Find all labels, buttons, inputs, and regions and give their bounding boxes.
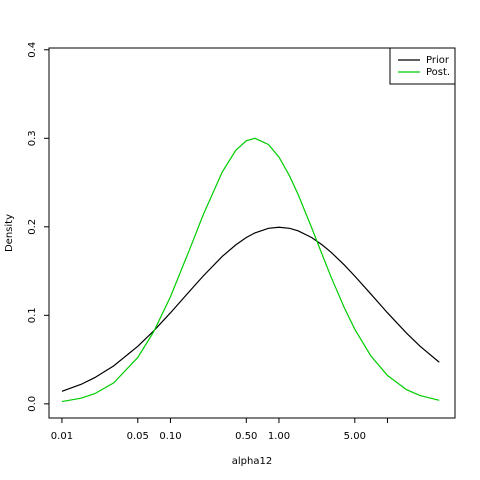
- y-tick-label: 0.1: [27, 307, 38, 323]
- x-tick-label: 0.05: [127, 431, 149, 442]
- legend-box: [389, 47, 456, 85]
- line-series: [61, 226, 440, 392]
- legend-label: Prior: [426, 55, 450, 66]
- plot-frame: [48, 47, 456, 419]
- x-tick-label: 1.00: [268, 431, 290, 442]
- x-tick-label: 0.50: [235, 431, 257, 442]
- y-tick-label: 0.2: [27, 219, 38, 235]
- y-axis-label: Density: [4, 214, 15, 252]
- x-tick-label: 0.01: [51, 431, 73, 442]
- line-series: [61, 137, 440, 403]
- x-tick-label: 0.10: [159, 431, 181, 442]
- y-tick-label: 0.3: [27, 130, 38, 146]
- y-tick-label: 0.0: [27, 396, 38, 412]
- x-axis-label: alpha12: [232, 456, 272, 467]
- x-tick-label: 5.00: [344, 431, 366, 442]
- y-tick-label: 0.4: [27, 42, 38, 58]
- legend-label: Post.: [426, 67, 450, 78]
